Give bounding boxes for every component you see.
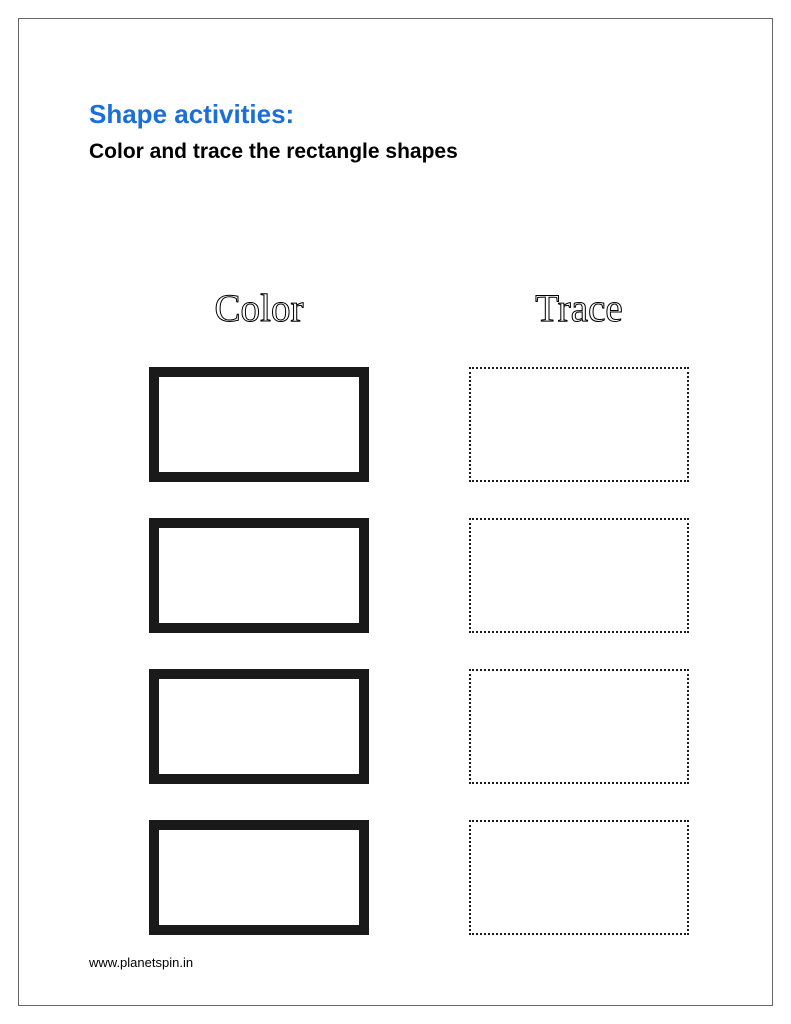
worksheet-subtitle: Color and trace the rectangle shapes [89, 140, 458, 164]
color-rectangle [149, 518, 369, 633]
worksheet-title: Shape activities: [89, 99, 458, 130]
activity-columns: Color Trace [139, 279, 699, 935]
trace-rectangle [469, 669, 689, 784]
footer-url: www.planetspin.in [89, 955, 193, 970]
trace-heading-text: Trace [535, 287, 623, 330]
page-frame: Shape activities: Color and trace the re… [18, 18, 773, 1006]
trace-shapes [469, 367, 689, 935]
color-column: Color [139, 279, 379, 935]
color-rectangle [149, 367, 369, 482]
color-rectangle [149, 669, 369, 784]
trace-heading: Trace [494, 279, 664, 339]
trace-rectangle [469, 518, 689, 633]
color-heading-text: Color [214, 287, 303, 330]
color-rectangle [149, 820, 369, 935]
color-shapes [149, 367, 369, 935]
trace-rectangle [469, 820, 689, 935]
color-heading: Color [174, 279, 344, 339]
worksheet-header: Shape activities: Color and trace the re… [89, 99, 458, 164]
trace-column: Trace [459, 279, 699, 935]
trace-rectangle [469, 367, 689, 482]
